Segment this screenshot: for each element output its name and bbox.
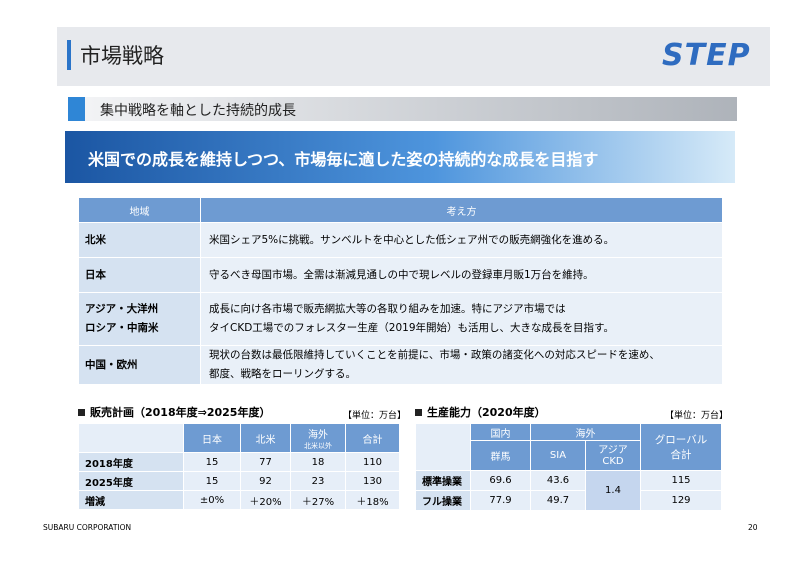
- text: 成長に向け各市場で販売網拡大等の各取り組みを加速。特にアジア市場では: [209, 303, 566, 315]
- col-header: 海外 北米以外: [290, 423, 346, 453]
- col-header: 合計: [345, 423, 400, 453]
- row-label: フル操業: [415, 490, 471, 511]
- page-number: 20: [748, 523, 758, 532]
- cell: 129: [640, 490, 722, 511]
- cell: ＋20%: [240, 490, 291, 510]
- blank: [78, 423, 184, 453]
- cell: 43.6: [530, 470, 586, 491]
- cell: 77: [240, 452, 291, 472]
- text: アジア・大洋州: [85, 303, 159, 315]
- group-header: 海外: [530, 423, 641, 441]
- region: 中国・欧州: [78, 345, 201, 385]
- cell: 69.6: [470, 470, 531, 491]
- row-label: 2025年度: [78, 471, 184, 491]
- text: 都度、戦略をローリングする。: [209, 368, 356, 380]
- header-accent: [67, 40, 71, 70]
- text: 販売計画（2018年度⇒2025年度）: [90, 406, 271, 419]
- unit: 【単位：万台】: [343, 411, 407, 421]
- section-band: [68, 97, 737, 121]
- table-header: 考え方: [200, 197, 723, 223]
- row-label: 2018年度: [78, 452, 184, 472]
- text: 海外: [308, 429, 328, 441]
- cell: 49.7: [530, 490, 586, 511]
- cell: 1.4: [585, 470, 641, 511]
- bullet: [78, 409, 85, 416]
- logo: STEP: [662, 38, 751, 73]
- text: 日本: [85, 268, 106, 281]
- cell: 130: [345, 471, 400, 491]
- unit: 【単位：万台】: [665, 411, 729, 421]
- row: 2025年度 15 92 23 130: [78, 471, 400, 491]
- sub-header: 群馬: [470, 440, 531, 471]
- text: 北米: [85, 233, 106, 246]
- col-header: 日本: [183, 423, 241, 453]
- text: 中国・欧州: [85, 358, 138, 371]
- banner-text: 米国での成長を維持しつつ、市場毎に適した姿の持続的な成長を目指す: [88, 150, 599, 169]
- approach: 米国シェア5%に挑戦。サンベルトを中心とした低シェア州での販売網強化を進める。: [200, 222, 723, 258]
- region: アジア・大洋州 ロシア・中南米: [78, 292, 201, 346]
- header-band: [57, 27, 770, 86]
- row-label: 標準操業: [415, 470, 471, 491]
- cell: ＋27%: [290, 490, 346, 510]
- text: 守るべき母国市場。全需は漸減見通しの中で現レベルの登録車月販1万台を維持。: [209, 268, 594, 281]
- bullet: [415, 409, 422, 416]
- row-label: 増減: [78, 490, 184, 510]
- col-header: 北米: [240, 423, 291, 453]
- text: 生産能力（2020年度）: [427, 406, 546, 419]
- sub-header: SIA: [530, 440, 586, 471]
- cell: 77.9: [470, 490, 531, 511]
- cell: ±0%: [183, 490, 241, 510]
- note: 北米以外: [304, 441, 332, 450]
- cell: 18: [290, 452, 346, 472]
- footer-company: SUBARU CORPORATION: [43, 523, 132, 532]
- strategy-table: 地域 考え方 北米 米国シェア5%に挑戦。サンベルトを中心とした低シェア州での販売網…: [78, 197, 723, 385]
- sales-title: 販売計画（2018年度⇒2025年度）: [78, 404, 270, 420]
- row: 2018年度 15 77 18 110: [78, 452, 400, 472]
- approach: 守るべき母国市場。全需は漸減見通しの中で現レベルの登録車月販1万台を維持。: [200, 257, 723, 293]
- banner: [65, 131, 735, 183]
- text: 米国シェア5%に挑戦。サンベルトを中心とした低シェア州での販売網強化を進める。: [209, 233, 615, 246]
- section-heading: 集中戦略を軸とした持続的成長: [100, 103, 296, 119]
- cell: 15: [183, 471, 241, 491]
- total-header: グローバル 合計: [640, 423, 722, 471]
- text: 合計: [670, 449, 692, 461]
- sales-table: 日本 北米 海外 北米以外 合計 2018年度 15 77 18 110 2025年度 15 92 23…: [78, 423, 400, 510]
- capacity-table: 国内 海外 グローバル 合計 群馬 SIA アジア CKD 標準操業 69.6 43.6 1.4 1…: [415, 423, 722, 511]
- text: CKD: [602, 455, 624, 467]
- cell: 15: [183, 452, 241, 472]
- blank: [415, 423, 471, 471]
- cell: 92: [240, 471, 291, 491]
- table-header: 地域: [78, 197, 201, 223]
- capacity-title: 生産能力（2020年度）: [415, 404, 546, 420]
- region: 日本: [78, 257, 201, 293]
- text: グローバル: [654, 434, 708, 446]
- cell: 23: [290, 471, 346, 491]
- text: 現状の台数は最低限維持していくことを前提に、市場・政策の諸変化への対応スピードを…: [209, 349, 660, 361]
- text: タイCKD工場でのフォレスター生産（2019年開始）も活用し、大きな成長を目指す…: [209, 322, 614, 334]
- approach: 現状の台数は最低限維持していくことを前提に、市場・政策の諸変化への対応スピードを…: [200, 345, 723, 385]
- region: 北米: [78, 222, 201, 258]
- approach: 成長に向け各市場で販売網拡大等の各取り組みを加速。特にアジア市場ではタイCKD工…: [200, 292, 723, 346]
- section-accent: [68, 97, 85, 121]
- cell: ＋18%: [345, 490, 400, 510]
- text: アジア: [598, 444, 628, 456]
- row: 増減 ±0% ＋20% ＋27% ＋18%: [78, 490, 400, 510]
- sub-header: アジア CKD: [585, 440, 641, 471]
- group-header: 国内: [470, 423, 531, 441]
- text: ロシア・中南米: [85, 322, 159, 334]
- page-title: 市場戦略: [80, 44, 164, 68]
- cell: 115: [640, 470, 722, 491]
- cell: 110: [345, 452, 400, 472]
